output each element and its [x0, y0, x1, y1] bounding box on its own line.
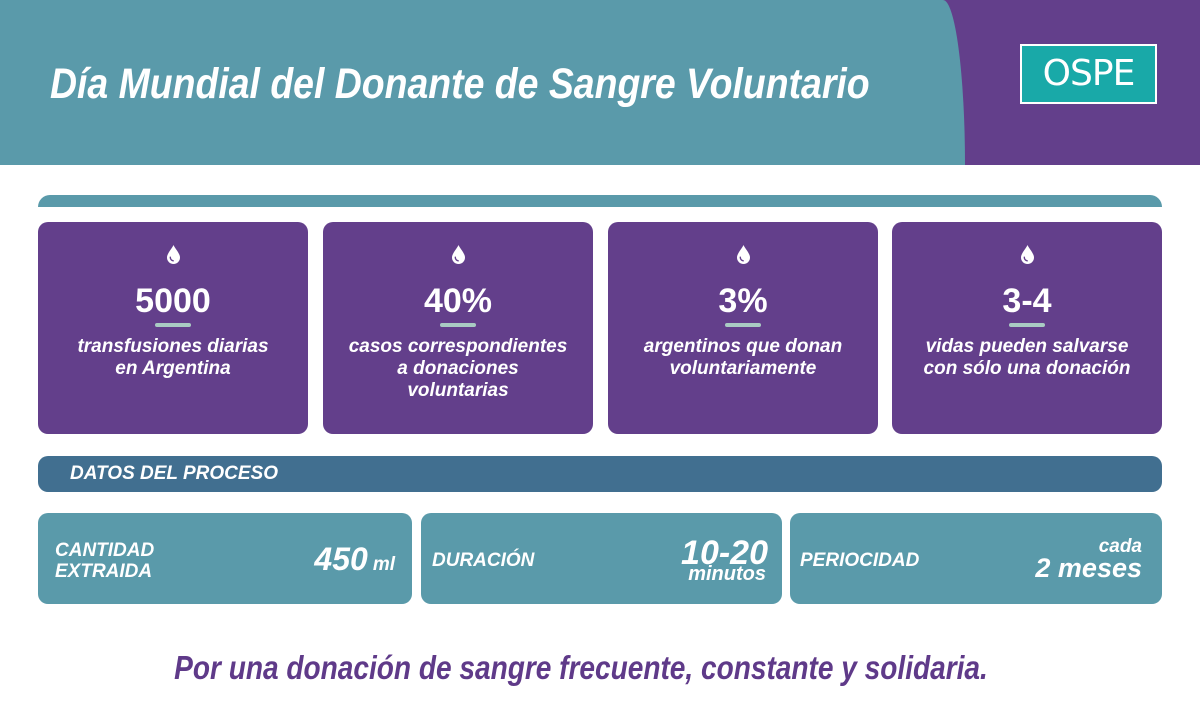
- stat-description: transfusiones diarias en Argentina: [38, 336, 308, 380]
- process-section-header: DATOS DEL PROCESO: [38, 456, 1162, 492]
- stat-value: 5000: [135, 282, 211, 320]
- blood-drop-icon: [736, 245, 750, 264]
- blood-drop-icon: [1020, 245, 1034, 264]
- process-item-number: 10-20: [681, 534, 768, 572]
- stat-description-line: vidas pueden salvarse: [925, 336, 1129, 357]
- stat-card-transfusions: 5000 transfusiones diarias en Argentina: [38, 222, 308, 434]
- blood-drop-icon: [451, 245, 465, 264]
- process-item-label: PERIOCIDAD: [800, 550, 919, 571]
- stat-divider: [1009, 323, 1045, 327]
- ospe-logo: OSPE: [1020, 44, 1157, 104]
- stat-description-line: con sólo una donación: [923, 358, 1131, 379]
- process-item-frequency: PERIOCIDAD cada 2 meses: [790, 513, 1162, 604]
- process-item-duration: DURACIÓN 10-20 minutos: [421, 513, 782, 604]
- stat-value: 40%: [423, 282, 493, 320]
- process-item-label-line: DURACIÓN: [432, 550, 535, 571]
- process-heading: DATOS DEL PROCESO: [70, 463, 278, 484]
- process-item-label: DURACIÓN: [432, 550, 534, 571]
- stat-description-line: voluntariamente: [669, 358, 817, 379]
- footer-tagline: Por una donación de sangre frecuente, co…: [174, 649, 988, 686]
- process-item-value: 450 ml: [314, 539, 395, 586]
- stat-description-line: transfusiones diarias: [77, 336, 269, 357]
- stat-divider: [155, 323, 191, 327]
- process-item-unit: ml: [372, 554, 395, 575]
- process-item-number: 450: [314, 541, 368, 577]
- stat-value: 3-4: [1002, 282, 1052, 320]
- stat-divider: [725, 323, 761, 327]
- stat-divider: [440, 323, 476, 327]
- process-item-prefix: cada: [1098, 536, 1142, 557]
- stats-top-strip: [38, 195, 1162, 207]
- stat-description: argentinos que donan voluntariamente: [608, 336, 878, 380]
- header: Día Mundial del Donante de Sangre Volunt…: [0, 0, 1200, 165]
- process-item-unit: minutos: [688, 563, 766, 585]
- stat-description-line: casos correspondientes: [348, 336, 568, 357]
- process-item-quantity: CANTIDAD EXTRAIDA 450 ml: [38, 513, 412, 604]
- process-item-number: 2 meses: [1035, 553, 1142, 583]
- stat-description: vidas pueden salvarse con sólo una donac…: [892, 336, 1162, 380]
- stat-card-donors: 3% argentinos que donan voluntariamente: [608, 222, 878, 434]
- header-banner: Día Mundial del Donante de Sangre Volunt…: [0, 0, 965, 165]
- page-title: Día Mundial del Donante de Sangre Volunt…: [50, 60, 870, 108]
- stat-description-line: a donaciones: [397, 358, 519, 379]
- stat-card-voluntary-cases: 40% casos correspondientes a donaciones …: [323, 222, 593, 434]
- logo-text: OSPE: [1042, 53, 1136, 94]
- blood-drop-icon: [166, 245, 180, 264]
- process-item-label-line: PERIOCIDAD: [800, 550, 920, 571]
- process-item-label-line: CANTIDAD: [55, 540, 155, 561]
- process-item-label-line: EXTRAIDA: [55, 561, 153, 582]
- process-item-label: CANTIDAD EXTRAIDA: [55, 540, 154, 582]
- stat-description-line: en Argentina: [115, 358, 231, 379]
- stat-description: casos correspondientes a donaciones volu…: [323, 336, 593, 402]
- stat-card-lives-saved: 3-4 vidas pueden salvarse con sólo una d…: [892, 222, 1162, 434]
- stat-value: 3%: [718, 282, 768, 320]
- stat-description-line: voluntarias: [407, 380, 509, 401]
- stat-description-line: argentinos que donan: [643, 336, 843, 357]
